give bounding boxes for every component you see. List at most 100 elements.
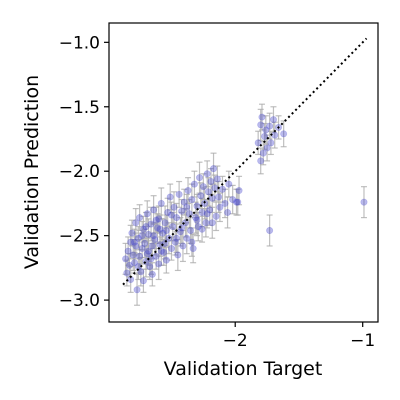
data-point bbox=[161, 219, 169, 227]
data-point bbox=[152, 216, 160, 224]
data-point bbox=[176, 228, 184, 236]
data-point bbox=[148, 270, 156, 278]
data-point bbox=[216, 203, 224, 211]
data-point bbox=[199, 183, 207, 191]
data-point bbox=[162, 226, 170, 234]
error-bar bbox=[225, 170, 232, 198]
data-point bbox=[124, 247, 132, 255]
data-point bbox=[162, 256, 170, 264]
data-point bbox=[133, 286, 141, 294]
data-point bbox=[175, 190, 183, 198]
data-point bbox=[136, 214, 144, 222]
data-point bbox=[203, 170, 211, 178]
error-bar bbox=[360, 186, 367, 219]
data-point bbox=[206, 206, 214, 214]
data-point bbox=[184, 187, 192, 195]
data-point bbox=[254, 139, 262, 147]
data-point bbox=[257, 121, 265, 129]
data-point bbox=[235, 187, 243, 195]
data-point bbox=[183, 203, 191, 211]
data-point bbox=[132, 242, 140, 250]
y-axis-title: Validation Prediction bbox=[21, 75, 43, 269]
data-point bbox=[142, 223, 150, 231]
error-bar bbox=[162, 227, 169, 260]
data-point bbox=[179, 242, 187, 250]
x-tick-label: −2 bbox=[223, 331, 248, 351]
x-axis-title: Validation Target bbox=[164, 358, 323, 380]
data-point bbox=[143, 210, 151, 218]
data-point bbox=[204, 188, 212, 196]
data-point bbox=[218, 185, 226, 193]
data-point bbox=[259, 149, 267, 157]
error-bar bbox=[188, 227, 195, 257]
data-point bbox=[169, 223, 177, 231]
data-point bbox=[150, 206, 158, 214]
data-point bbox=[173, 214, 181, 222]
data-point bbox=[167, 211, 175, 219]
error-bar bbox=[150, 222, 157, 250]
y-axis-ticks: −3.0 −2.5 −2.0 −1.5 −1.0 bbox=[59, 33, 109, 311]
data-point bbox=[130, 238, 138, 246]
data-point bbox=[190, 180, 198, 188]
data-point bbox=[145, 230, 153, 238]
data-point bbox=[211, 184, 219, 192]
error-bar bbox=[262, 115, 269, 145]
data-point bbox=[150, 232, 158, 240]
error-bar bbox=[135, 253, 142, 281]
data-point bbox=[210, 165, 218, 173]
data-point bbox=[187, 226, 195, 234]
data-point bbox=[196, 174, 204, 182]
error-bar bbox=[204, 160, 211, 188]
data-point bbox=[125, 261, 133, 269]
x-axis-ticks: −2 −1 bbox=[223, 322, 375, 351]
data-point bbox=[271, 131, 279, 139]
error-bar bbox=[204, 198, 211, 229]
error-bar bbox=[173, 223, 180, 254]
data-point bbox=[152, 252, 160, 260]
data-point bbox=[202, 219, 210, 227]
data-point bbox=[139, 277, 147, 285]
data-point bbox=[138, 245, 146, 253]
error-bar bbox=[131, 228, 138, 256]
data-point bbox=[185, 210, 193, 218]
error-bar bbox=[236, 175, 243, 206]
error-bar bbox=[270, 106, 277, 134]
data-point bbox=[203, 210, 211, 218]
error-bar bbox=[229, 184, 236, 215]
data-point bbox=[198, 208, 206, 216]
y-tick-label: −2.0 bbox=[59, 162, 100, 182]
data-point bbox=[139, 225, 147, 233]
error-bar bbox=[190, 233, 197, 264]
data-point bbox=[193, 202, 201, 210]
identity-reference-line bbox=[122, 37, 368, 286]
data-point bbox=[155, 260, 163, 268]
data-point bbox=[280, 130, 288, 138]
data-point bbox=[207, 178, 215, 186]
error-bar bbox=[199, 215, 206, 243]
data-point bbox=[180, 198, 188, 206]
error-bar bbox=[142, 211, 149, 242]
data-point bbox=[212, 212, 220, 220]
error-bars bbox=[122, 103, 367, 306]
error-bar bbox=[158, 236, 165, 266]
error-bar bbox=[271, 121, 278, 149]
data-point bbox=[138, 232, 146, 240]
data-point bbox=[136, 252, 144, 260]
data-point bbox=[188, 196, 196, 204]
error-bar bbox=[144, 237, 151, 270]
data-point bbox=[148, 242, 156, 250]
data-point bbox=[257, 157, 265, 165]
data-point bbox=[229, 196, 237, 204]
data-point bbox=[153, 224, 161, 232]
data-point bbox=[137, 268, 145, 276]
data-point bbox=[208, 219, 216, 227]
data-point bbox=[192, 214, 200, 222]
data-point bbox=[197, 192, 205, 200]
data-point bbox=[178, 224, 186, 232]
data-point bbox=[123, 269, 131, 277]
data-point bbox=[173, 234, 181, 242]
data-point bbox=[127, 238, 135, 246]
data-point bbox=[134, 234, 142, 242]
data-point bbox=[224, 208, 232, 216]
